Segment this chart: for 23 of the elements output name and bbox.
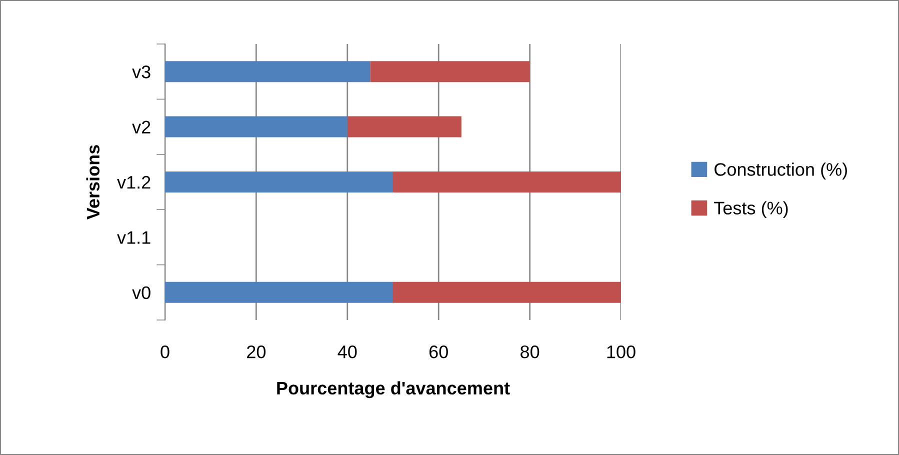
y-tick-label: v1.1 [117, 231, 150, 244]
x-tick-label: 60 [429, 345, 448, 358]
y-tick-label: v0 [132, 286, 150, 300]
x-tick-label: 0 [160, 345, 170, 358]
y-tick-label: v3 [132, 66, 150, 78]
legend-label: Construction (%) [714, 162, 847, 180]
bar [393, 172, 621, 192]
bar [165, 116, 348, 138]
y-tick-label: v2 [132, 120, 150, 134]
x-tick-label: 100 [607, 345, 636, 358]
x-tick-label: 40 [338, 345, 357, 358]
y-tick-label: v1.2 [117, 176, 150, 189]
x-tick-label: 20 [247, 345, 266, 358]
bar [370, 61, 530, 82]
x-axis-title: Pourcentage d'avancement [277, 381, 510, 398]
bar [165, 61, 370, 82]
bar [393, 282, 621, 303]
bar [347, 116, 462, 138]
bar [165, 172, 393, 192]
x-tick-label: 80 [520, 345, 540, 358]
y-axis-title: Versions [86, 145, 100, 220]
bar [165, 282, 393, 303]
legend-label: Tests (%) [714, 201, 788, 218]
